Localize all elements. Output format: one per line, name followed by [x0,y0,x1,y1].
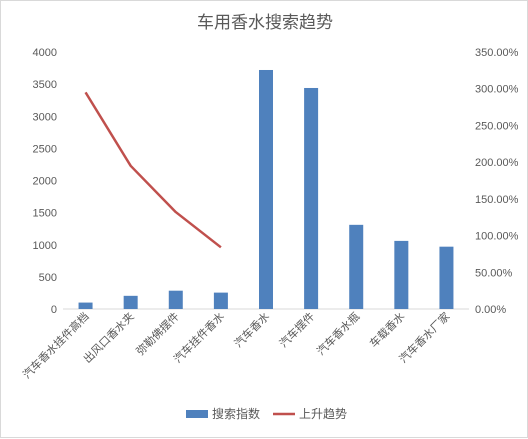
y-left-tick-label: 3000 [33,111,57,123]
bar [349,224,364,309]
bar [213,292,228,309]
line-layer [84,91,222,249]
y-right-tick-label: 0.00% [475,304,506,316]
category-label: 汽车香水挂件高档 [20,309,92,381]
category-label: 汽车香水 [231,309,272,350]
legend-swatch-bar [186,410,208,418]
y-right-tick-label: 50.00% [475,267,513,279]
y-left-tick-label: 500 [39,272,57,284]
category-label: 汽车香水瓶 [314,309,363,358]
bar [439,246,454,309]
y-left-tick-label: 1000 [33,240,57,252]
y-right-tick-label: 250.00% [475,120,519,132]
legend: 搜索指数 上升趋势 [186,406,347,421]
y-right-tick-label: 200.00% [475,157,519,169]
category-label: 弥勒佛摆件 [133,309,182,358]
y-left-tick-label: 2500 [33,143,57,155]
y-right-tick-label: 350.00% [475,47,519,59]
legend-label-line: 上升趋势 [299,407,347,421]
chart-title: 车用香水搜索趋势 [197,13,333,33]
y-right-tick-label: 100.00% [475,231,519,243]
legend-label-bar: 搜索指数 [212,406,260,421]
bar [123,295,138,309]
y-left-tick-label: 4000 [33,47,57,59]
y-left-tick-label: 2000 [33,176,57,188]
bar [259,69,273,310]
trend-line [84,91,222,249]
y-right-tick-label: 150.00% [475,194,519,206]
bar [168,290,183,309]
y-left-tick-label: 0 [51,304,57,316]
category-label: 车载香水 [366,309,407,350]
y-left-tick-label: 3500 [33,79,57,91]
bars-layer [78,69,454,310]
y-right-tick-label: 300.00% [475,84,519,96]
y-left-tick-label: 1500 [33,208,57,220]
bar [394,240,409,309]
bar [78,302,93,309]
bar [304,87,319,309]
category-label: 汽车摆件 [276,309,317,350]
